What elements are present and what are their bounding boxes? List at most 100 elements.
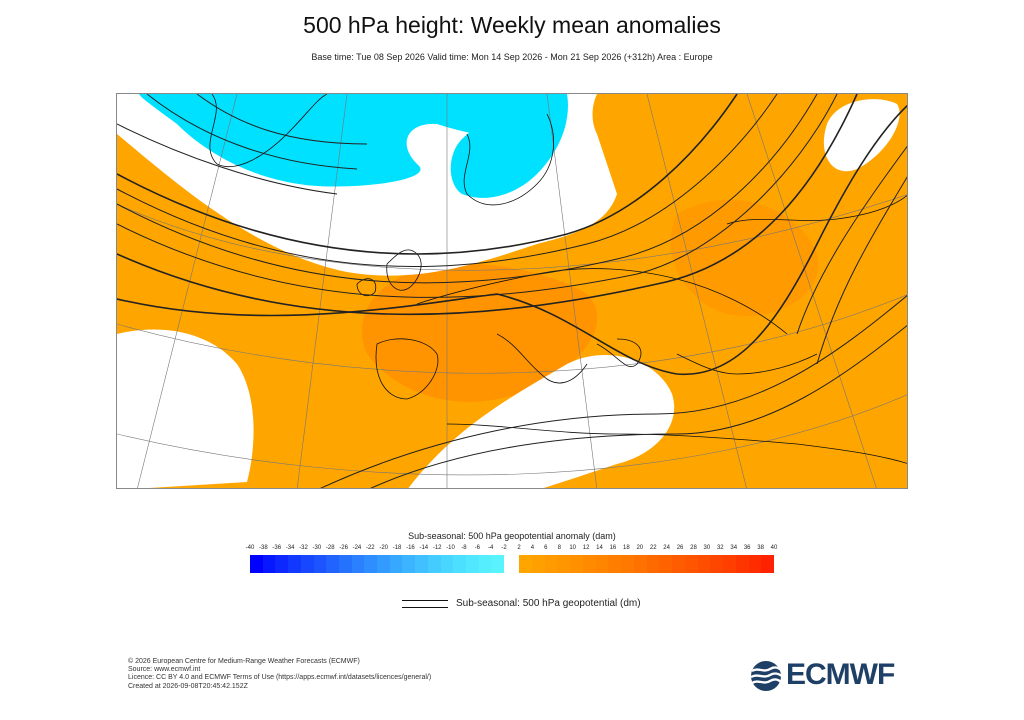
strong-anomaly-area-east <box>670 199 819 316</box>
chart-title: 500 hPa height: Weekly mean anomalies <box>303 12 721 38</box>
colorbar-swatch-positive-6 <box>595 555 609 573</box>
colorbar-swatch-negative-9 <box>364 555 378 573</box>
colorbar-swatch-positive-3 <box>557 555 570 573</box>
colorbar-tick-positive-15: 32 <box>716 545 724 551</box>
colorbar-tick-negative-9: -22 <box>365 545 375 551</box>
colorbar-tick-positive-6: 14 <box>596 545 603 551</box>
colorbar-tick-positive-10: 22 <box>649 545 657 551</box>
colorbar-swatch-positive-4 <box>570 555 583 573</box>
colorbar-tick-positive-2: 6 <box>544 545 548 551</box>
colorbar-tick-positive-11: 24 <box>663 545 670 551</box>
colorbar-tick-positive-13: 28 <box>690 545 697 551</box>
colorbar-swatch-positive-19 <box>761 555 774 573</box>
colorbar-tick-negative-1: -38 <box>259 545 268 551</box>
colorbar-swatch-negative-0 <box>250 555 263 573</box>
neutral-area-atlantic <box>117 329 254 488</box>
colorbar-tick-positive-17: 36 <box>743 545 751 551</box>
colorbar-swatch-positive-9 <box>633 555 647 573</box>
colorbar-swatch-positive-16 <box>723 555 736 573</box>
neutral-area-mediterranean <box>408 355 675 488</box>
colorbar-tick-positive-18: 38 <box>757 545 764 551</box>
colorbar-swatch-negative-13 <box>415 555 428 573</box>
colorbar-swatch-positive-10 <box>646 555 660 573</box>
footer-source: Source: www.ecmwf.int <box>128 666 201 674</box>
colorbar-tick-negative-18: -4 <box>487 545 494 551</box>
colorbar-swatch-positive-18 <box>748 555 762 573</box>
colorbar-tick-negative-3: -34 <box>285 545 295 551</box>
colorbar-tick-negative-12: -16 <box>406 545 415 551</box>
strong-anomaly-area-west <box>361 263 598 402</box>
colorbar-swatch-positive-5 <box>582 555 596 573</box>
colorbar-tick-positive-8: 18 <box>623 545 630 551</box>
colorbar-tick-negative-19: -2 <box>501 545 507 551</box>
colorbar-swatch-negative-18 <box>478 555 492 573</box>
colorbar-tick-negative-16: -8 <box>461 545 467 551</box>
colorbar-swatch-negative-10 <box>377 555 390 573</box>
colorbar-tick-negative-10: -20 <box>379 545 389 551</box>
colorbar-tick-positive-5: 12 <box>582 545 590 551</box>
colorbar-swatch-positive-17 <box>735 555 749 573</box>
colorbar-swatch-positive-7 <box>608 555 621 573</box>
colorbar-swatch-positive-8 <box>621 555 634 573</box>
colorbar-title: Sub-seasonal: 500 hPa geopotential anoma… <box>408 531 616 541</box>
colorbar-tick-negative-14: -12 <box>432 545 442 551</box>
colorbar-swatch-negative-12 <box>402 555 416 573</box>
colorbar-swatch-negative-15 <box>440 555 454 573</box>
colorbar-tick-negative-13: -14 <box>419 545 429 551</box>
colorbar-swatch-negative-5 <box>313 555 327 573</box>
colorbar-swatch-negative-19 <box>491 555 505 573</box>
colorbar-swatch-negative-14 <box>427 555 441 573</box>
height-contours <box>117 94 907 488</box>
graticule <box>117 94 907 488</box>
colorbar-swatch-negative-6 <box>326 555 339 573</box>
colorbar-tick-positive-3: 8 <box>557 545 561 551</box>
negative-anomaly-scandinavia <box>450 94 568 198</box>
ecmwf-logo: ECMWF <box>748 658 898 692</box>
colorbar-swatch-negative-3 <box>288 555 301 573</box>
colorbar-tick-positive-14: 30 <box>703 545 711 551</box>
colorbar-tick-negative-8: -24 <box>352 545 362 551</box>
map-canvas <box>117 94 907 488</box>
colorbar-tick-positive-9: 20 <box>636 545 644 551</box>
colorbar-tick-positive-19: 40 <box>770 545 778 551</box>
contour-legend-label: Sub-seasonal: 500 hPa geopotential (dm) <box>456 598 641 609</box>
ecmwf-logo-text: ECMWF <box>786 658 895 691</box>
colorbar-tick-positive-0: 2 <box>517 545 521 551</box>
footer-licence: Licence: CC BY 4.0 and ECMWF Terms of Us… <box>128 674 432 682</box>
colorbar-tick-negative-17: -6 <box>474 545 480 551</box>
footer-created: Created at 2026-09-08T20:45:42.152Z <box>128 682 248 690</box>
colorbar-swatch-negative-1 <box>262 555 276 573</box>
anomaly-map[interactable] <box>116 93 908 489</box>
colorbar-tick-positive-7: 16 <box>609 545 617 551</box>
colorbar-tick-positive-16: 34 <box>730 545 738 551</box>
colorbar-negative <box>250 555 505 573</box>
coastlines <box>209 94 907 464</box>
colorbar-tick-negative-0: -40 <box>245 545 255 551</box>
colorbar-swatch-negative-8 <box>351 555 365 573</box>
colorbar-swatch-negative-11 <box>389 555 403 573</box>
footer: © 2026 European Centre for Medium-Range … <box>128 658 431 691</box>
colorbar-tick-negative-5: -30 <box>312 545 322 551</box>
colorbar-tick-negative-15: -10 <box>446 545 455 551</box>
neutral-area-northeast <box>823 99 900 172</box>
chart-subtitle: Base time: Tue 08 Sep 2026 Valid time: M… <box>311 52 713 62</box>
colorbar-tick-negative-11: -18 <box>392 545 402 551</box>
colorbar-swatch-positive-15 <box>710 555 723 573</box>
colorbar-tick-positive-12: 26 <box>676 545 684 551</box>
colorbar-swatch-positive-12 <box>672 555 685 573</box>
colorbar-tick-positive-4: 10 <box>569 545 577 551</box>
colorbar-tick-negative-2: -36 <box>272 545 282 551</box>
colorbar-swatch-negative-16 <box>453 555 466 573</box>
colorbar-positive <box>519 555 774 573</box>
contour-legend-line-icon <box>402 600 448 608</box>
colorbar-tick-negative-4: -32 <box>299 545 308 551</box>
colorbar-swatch-positive-13 <box>684 555 698 573</box>
colorbar-tick-negative-7: -26 <box>339 545 348 551</box>
colorbar-swatch-positive-11 <box>659 555 672 573</box>
ecmwf-logo-icon <box>750 661 783 691</box>
colorbar-swatch-positive-14 <box>697 555 711 573</box>
footer-copyright: © 2026 European Centre for Medium-Range … <box>128 658 360 665</box>
colorbar-swatch-negative-2 <box>275 555 289 573</box>
colorbar-tick-negative-6: -28 <box>325 545 335 551</box>
colorbar-swatch-negative-4 <box>300 555 314 573</box>
